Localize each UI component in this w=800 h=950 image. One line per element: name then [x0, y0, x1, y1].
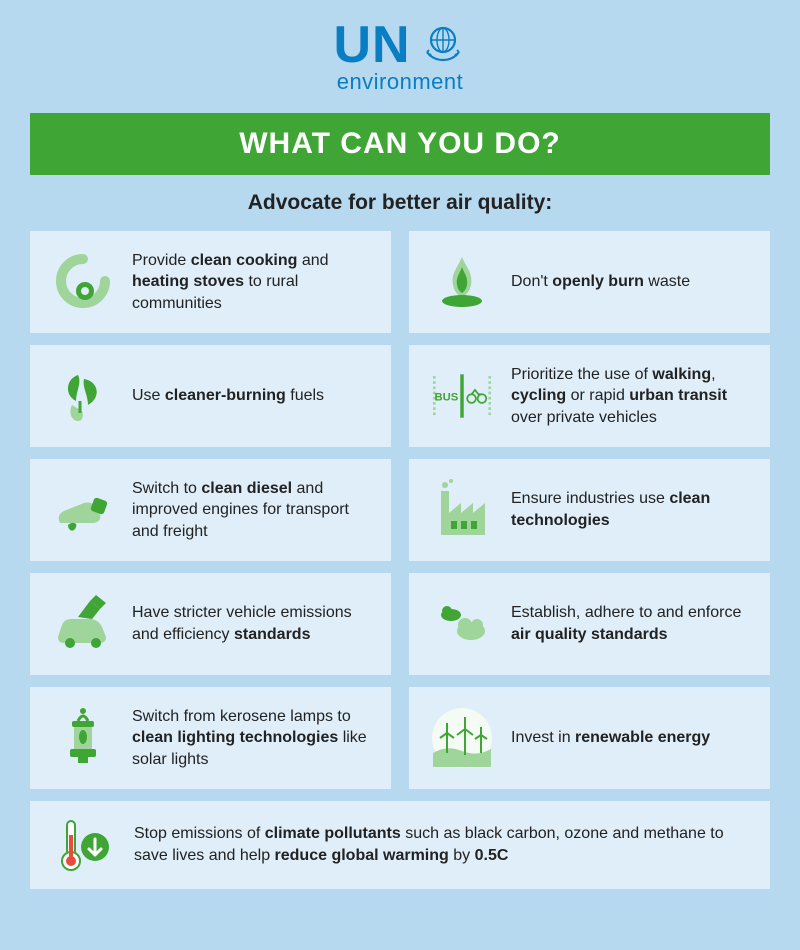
wind-icon: [423, 699, 501, 777]
bottom-card: Stop emissions of climate pollutants suc…: [30, 801, 770, 889]
card-text: Have stricter vehicle emissions and effi…: [122, 602, 377, 645]
lantern-icon: [44, 699, 122, 777]
logo-top-row: UN: [333, 18, 466, 71]
card: Don't openly burn waste: [409, 231, 770, 333]
transit-icon: BUS: [423, 357, 501, 435]
card-text: Prioritize the use of walking, cycling o…: [501, 364, 756, 429]
card: Switch from kerosene lamps to clean ligh…: [30, 687, 391, 789]
card: Use cleaner-burning fuels: [30, 345, 391, 447]
card-text: Ensure industries use clean technologies: [501, 488, 756, 531]
card-text: Switch from kerosene lamps to clean ligh…: [122, 706, 377, 771]
thermometer-icon: [50, 815, 120, 875]
card: Provide clean cooking and heating stoves…: [30, 231, 391, 333]
card-text: Invest in renewable energy: [501, 727, 710, 749]
card-text: Don't openly burn waste: [501, 271, 690, 293]
card: Invest in renewable energy: [409, 687, 770, 789]
card: BUS Prioritize the use of walking, cycli…: [409, 345, 770, 447]
bottom-card-text: Stop emissions of climate pollutants suc…: [120, 823, 750, 868]
svg-text:BUS: BUS: [435, 391, 459, 403]
globe-laurel-icon: [419, 18, 467, 71]
leaf-icon: [44, 357, 122, 435]
card-text: Switch to clean diesel and improved engi…: [122, 478, 377, 543]
logo-block: UN environment: [30, 18, 770, 95]
card-text: Use cleaner-burning fuels: [122, 385, 324, 407]
fuel-icon: [44, 471, 122, 549]
cloud-icon: [423, 585, 501, 663]
card: Have stricter vehicle emissions and effi…: [30, 573, 391, 675]
factory-icon: [423, 471, 501, 549]
subtitle: Advocate for better air quality:: [30, 191, 770, 215]
card-text: Establish, adhere to and enforce air qua…: [501, 602, 756, 645]
stove-icon: [44, 243, 122, 321]
cards-grid: Provide clean cooking and heating stoves…: [30, 231, 770, 789]
car-icon: [44, 585, 122, 663]
card-text: Provide clean cooking and heating stoves…: [122, 250, 377, 315]
logo-environment-text: environment: [30, 69, 770, 95]
title-bar: WHAT CAN YOU DO?: [30, 113, 770, 175]
card: Ensure industries use clean technologies: [409, 459, 770, 561]
card: Switch to clean diesel and improved engi…: [30, 459, 391, 561]
card: Establish, adhere to and enforce air qua…: [409, 573, 770, 675]
logo-un-text: UN: [333, 19, 410, 71]
fire-icon: [423, 243, 501, 321]
